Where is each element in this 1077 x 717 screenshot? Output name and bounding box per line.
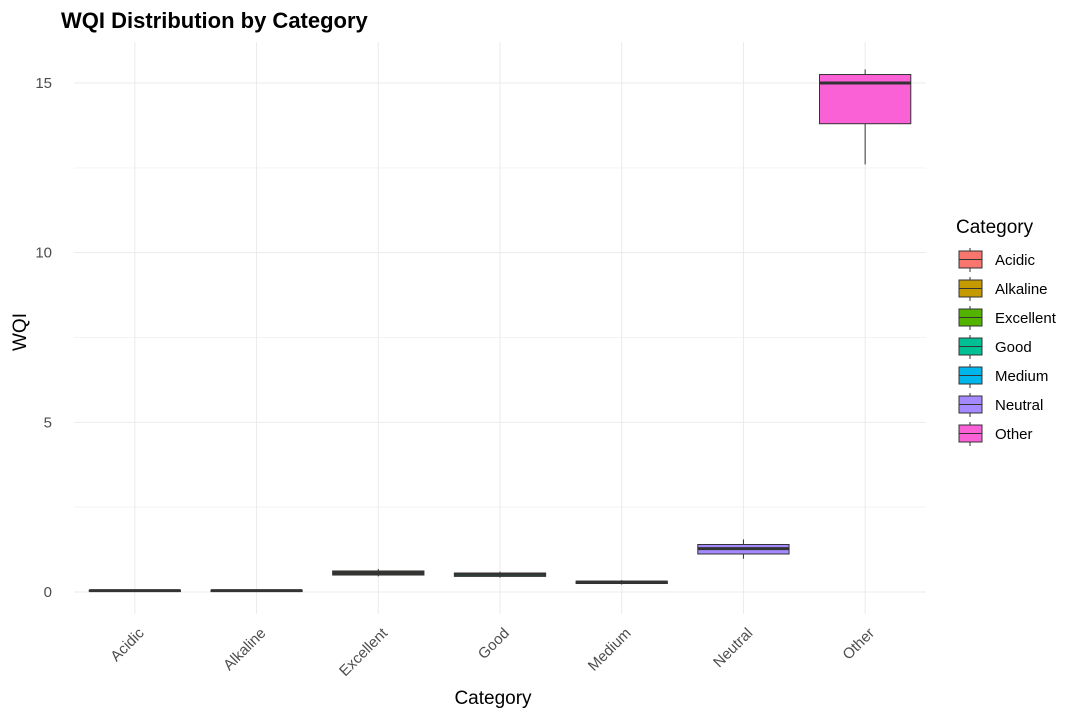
y-tick-label: 0	[44, 584, 52, 601]
box-other	[819, 69, 912, 165]
legend-items: Acidic Alkaline Excellent Good Medium Neutral…	[958, 248, 1057, 446]
x-tick-label: Acidic	[107, 624, 148, 665]
y-tick-label: 10	[35, 245, 52, 262]
legend-item-excellent: Excellent	[958, 306, 1057, 330]
legend-item-good: Good	[958, 335, 1032, 359]
box-good	[453, 571, 547, 578]
legend-label: Acidic	[995, 252, 1036, 269]
x-tick-label: Alkaline	[220, 625, 269, 674]
x-axis-title: Category	[454, 688, 532, 709]
x-tick-label: Neutral	[710, 625, 756, 671]
legend-label: Alkaline	[995, 281, 1048, 298]
legend-item-neutral: Neutral	[958, 393, 1043, 417]
x-tick-label: Good	[475, 625, 513, 663]
legend-label: Medium	[995, 368, 1048, 385]
legend: Category Acidic Alkaline Excellent Good Medi…	[956, 217, 1057, 446]
box-excellent	[332, 568, 425, 577]
x-axis-ticks: Acidic Alkaline Excellent Good Medium Neutral…	[107, 624, 878, 680]
legend-item-other: Other	[958, 422, 1033, 446]
y-tick-label: 15	[35, 75, 52, 92]
x-tick-label: Medium	[585, 625, 635, 675]
legend-title: Category	[956, 217, 1034, 238]
legend-item-alkaline: Alkaline	[958, 277, 1048, 301]
y-tick-label: 5	[44, 414, 52, 431]
x-tick-label: Excellent	[336, 624, 392, 680]
y-axis-ticks: 0 5 10 15	[35, 75, 52, 601]
grid-lines	[74, 42, 926, 614]
box-medium	[575, 580, 668, 585]
legend-label: Neutral	[995, 397, 1043, 414]
legend-label: Good	[995, 339, 1032, 356]
legend-item-acidic: Acidic	[958, 248, 1036, 272]
legend-label: Excellent	[995, 310, 1057, 327]
x-tick-label: Other	[839, 625, 878, 664]
box-acidic	[88, 589, 181, 593]
chart-title: WQI Distribution by Category	[61, 8, 369, 33]
legend-item-medium: Medium	[958, 364, 1048, 388]
boxes	[88, 69, 912, 593]
box-neutral	[697, 539, 790, 559]
box-alkaline	[210, 589, 303, 593]
legend-label: Other	[995, 426, 1033, 443]
y-axis-title: WQI	[10, 313, 31, 351]
